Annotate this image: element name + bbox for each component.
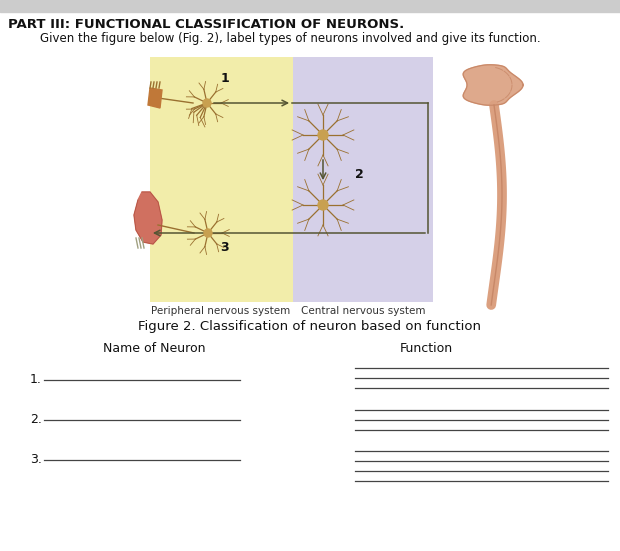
Text: Peripheral nervous system: Peripheral nervous system [151,306,291,316]
Polygon shape [134,192,162,244]
Text: PART III: FUNCTIONAL CLASSIFICATION OF NEURONS.: PART III: FUNCTIONAL CLASSIFICATION OF N… [8,18,404,31]
Text: Function: Function [400,342,453,355]
Text: 1.: 1. [30,373,42,386]
Bar [150,57,293,302]
Text: 2: 2 [355,169,364,181]
Text: Central nervous system: Central nervous system [301,306,425,316]
Circle shape [204,229,212,237]
Polygon shape [148,88,162,108]
Polygon shape [463,65,523,105]
Text: 3: 3 [220,241,229,254]
Circle shape [318,130,328,140]
Text: 1: 1 [221,72,229,85]
Bar [0,0,620,12]
Circle shape [203,99,211,107]
Text: Name of Neuron: Name of Neuron [103,342,205,355]
Text: 3.: 3. [30,453,42,466]
Bar [293,57,433,302]
Text: Figure 2. Classification of neuron based on function: Figure 2. Classification of neuron based… [138,320,482,333]
Text: Given the figure below (Fig. 2), label types of neurons involved and give its fu: Given the figure below (Fig. 2), label t… [40,32,541,45]
Text: 2.: 2. [30,413,42,426]
Circle shape [318,200,328,210]
